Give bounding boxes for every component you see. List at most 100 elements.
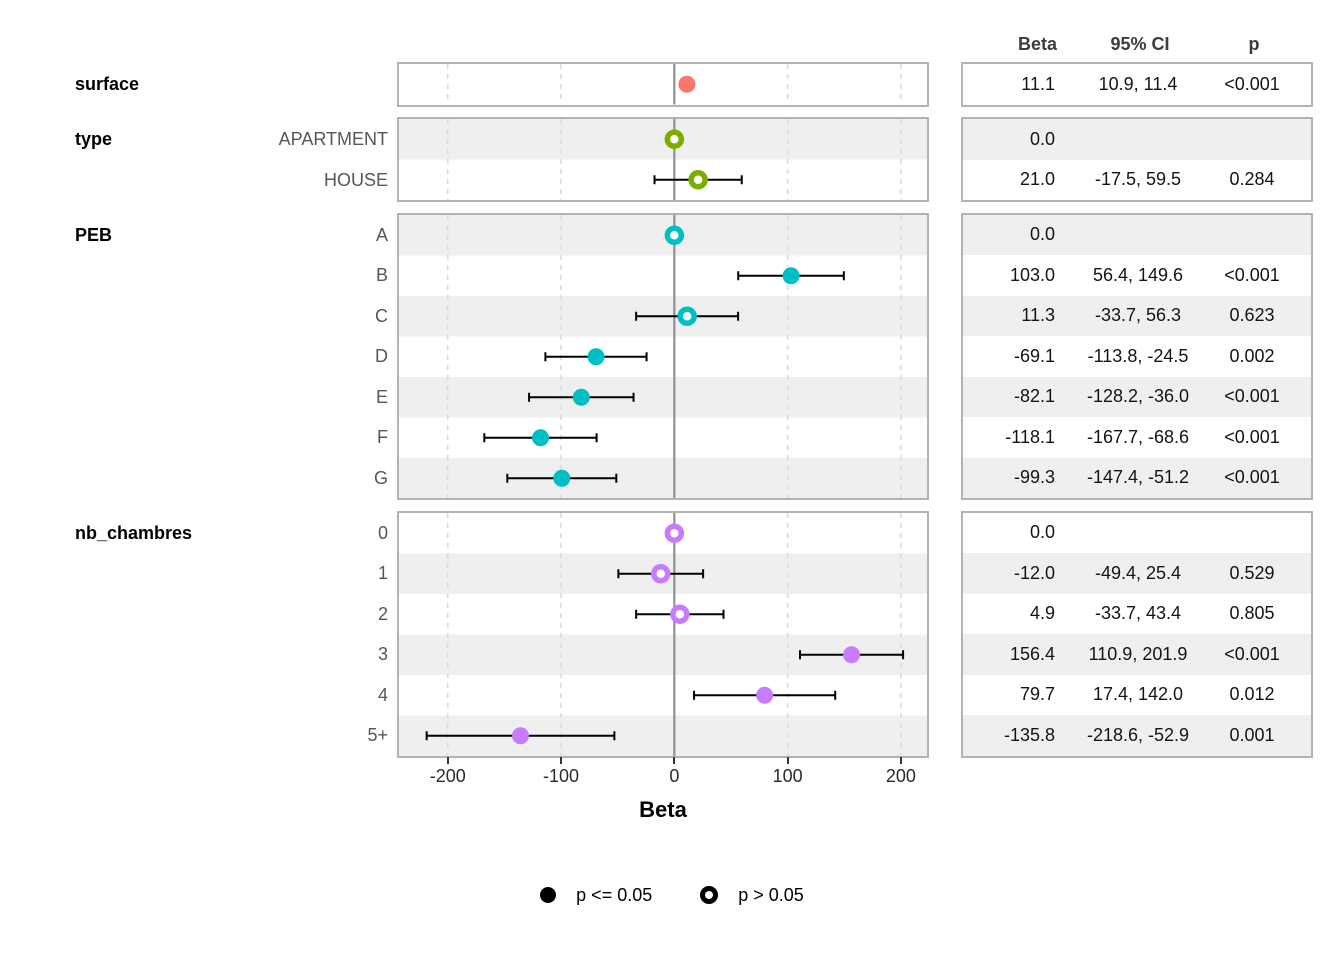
table-row: -99.3 -147.4, -51.2 <0.001 (963, 457, 1311, 498)
variable-label: surface (75, 74, 140, 94)
table-row: 0.0 (963, 119, 1311, 160)
table-row: -69.1 -113.8, -24.5 0.002 (963, 336, 1311, 377)
p-value: <0.001 (1224, 643, 1280, 664)
point-marker (511, 726, 529, 744)
beta-value: -99.3 (1013, 467, 1055, 488)
x-tick-label: 100 (772, 765, 803, 786)
table-row: 103.0 56.4, 149.6 <0.001 (963, 255, 1311, 296)
level-label: HOUSE (323, 169, 388, 190)
point-marker (664, 523, 685, 543)
point-marker (756, 686, 774, 704)
beta-value: 0.0 (1029, 224, 1055, 245)
beta-value: 11.1 (1021, 73, 1055, 94)
table-row: 0.0 (963, 214, 1311, 255)
ci-value: -113.8, -24.5 (1087, 345, 1189, 366)
table-row: 4.9 -33.7, 43.4 0.805 (963, 594, 1311, 635)
table-row: 11.1 10.9, 11.4 <0.001 (963, 64, 1311, 105)
legend-item-significant: p <= 0.05 (540, 885, 652, 906)
filled-circle-icon (540, 887, 557, 903)
beta-value: 11.3 (1021, 305, 1055, 326)
p-value: 0.001 (1229, 724, 1275, 745)
table-panel-PEB: 0.0 103.0 56.4, 149.6 <0.001 11.3 -33.7,… (961, 212, 1313, 500)
p-value: 0.623 (1229, 305, 1275, 326)
p-value: <0.001 (1224, 386, 1280, 407)
level-label: 0 (377, 522, 388, 543)
beta-value: 0.0 (1029, 128, 1055, 149)
legend-label-not-significant: p > 0.05 (738, 884, 804, 905)
level-label: D (375, 346, 388, 366)
p-value: <0.001 (1224, 426, 1280, 447)
x-axis-tick (673, 757, 676, 764)
level-label: G (373, 467, 388, 488)
level-label: C (375, 305, 388, 326)
ci-value: -218.6, -52.9 (1086, 724, 1190, 745)
table-row: -82.1 -128.2, -36.0 <0.001 (963, 376, 1311, 417)
plot-panel-surface (397, 62, 929, 107)
point-marker (678, 75, 696, 93)
level-label: 3 (377, 644, 388, 664)
point-marker (670, 604, 690, 624)
level-label: 1 (377, 563, 388, 583)
table-row: 79.7 17.4, 142.0 0.012 (963, 675, 1311, 716)
level-label: 2 (377, 603, 388, 624)
plot-panel-PEB (397, 212, 929, 500)
ci-value: 110.9, 201.9 (1088, 643, 1188, 664)
p-value: <0.001 (1224, 467, 1280, 488)
table-row: -12.0 -49.4, 25.4 0.529 (963, 553, 1311, 594)
table-header-ci: 95% CI (1110, 33, 1170, 54)
row-stripe (399, 376, 927, 417)
ci-value: 56.4, 149.6 (1092, 264, 1184, 285)
table-panel-type: 0.0 21.0 -17.5, 59.5 0.284 (961, 117, 1313, 202)
beta-value: 103.0 (1009, 264, 1055, 285)
level-label: 5+ (367, 725, 388, 745)
open-circle-icon (700, 886, 719, 904)
table-panel-surface: 11.1 10.9, 11.4 <0.001 (961, 62, 1313, 107)
point-marker (664, 225, 685, 245)
table-header-p: p (1248, 33, 1260, 54)
level-label: A (375, 224, 388, 245)
x-tick-label: -100 (543, 765, 580, 786)
beta-value: -118.1 (1005, 426, 1055, 447)
beta-value: 4.9 (1029, 603, 1055, 624)
table-row: 156.4 110.9, 201.9 <0.001 (963, 634, 1311, 675)
ci-value: -167.7, -68.6 (1086, 426, 1190, 447)
ci-value: -33.7, 56.3 (1094, 305, 1182, 326)
x-axis-tick (446, 757, 449, 764)
row-stripe (399, 119, 927, 160)
beta-value: -12.0 (1013, 562, 1055, 583)
level-label: 4 (377, 684, 388, 705)
ci-value: -49.4, 25.4 (1094, 562, 1182, 583)
point-marker (677, 306, 697, 326)
point-marker (782, 266, 800, 284)
point-marker (532, 428, 550, 446)
beta-value: 0.0 (1029, 522, 1055, 543)
x-tick-label: 200 (885, 765, 916, 786)
level-label: E (375, 386, 388, 407)
beta-value: 21.0 (1019, 169, 1055, 190)
plot-panel-type (397, 117, 929, 202)
ci-value: 10.9, 11.4 (1098, 73, 1178, 94)
level-label: B (375, 265, 388, 285)
p-value: 0.529 (1229, 562, 1275, 583)
p-value: 0.012 (1229, 684, 1275, 705)
table-header-row: Beta 95% CI p (965, 30, 1313, 58)
ci-value: -147.4, -51.2 (1086, 467, 1190, 488)
table-row: -118.1 -167.7, -68.6 <0.001 (963, 417, 1311, 458)
table-panel-nb_chambres: 0.0 -12.0 -49.4, 25.4 0.529 4.9 -33.7, 4… (961, 510, 1313, 758)
point-marker (843, 645, 861, 663)
beta-value: -82.1 (1013, 386, 1055, 407)
table-row: 21.0 -17.5, 59.5 0.284 (963, 160, 1311, 201)
variable-label: PEB (75, 224, 113, 245)
beta-value: 79.7 (1019, 684, 1055, 705)
p-value: <0.001 (1224, 264, 1280, 285)
level-label: APARTMENT (278, 129, 388, 149)
x-axis-tick (560, 757, 563, 764)
point-marker (688, 170, 708, 190)
p-value: 0.002 (1229, 345, 1275, 366)
legend-item-not-significant: p > 0.05 (700, 885, 804, 906)
table-header-beta: Beta (1017, 33, 1057, 54)
point-marker (587, 347, 605, 365)
p-value: 0.805 (1229, 603, 1275, 624)
x-axis-title: Beta (639, 797, 687, 822)
